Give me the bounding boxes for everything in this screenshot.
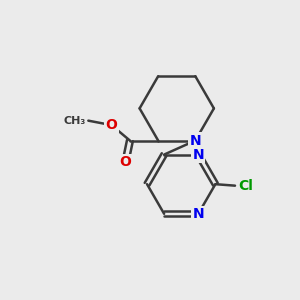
Text: N: N (193, 207, 204, 221)
Text: CH₃: CH₃ (63, 116, 86, 126)
Text: N: N (190, 134, 201, 148)
Text: O: O (106, 118, 117, 132)
Text: N: N (193, 148, 204, 162)
Text: Cl: Cl (238, 179, 253, 193)
Text: O: O (119, 155, 131, 169)
